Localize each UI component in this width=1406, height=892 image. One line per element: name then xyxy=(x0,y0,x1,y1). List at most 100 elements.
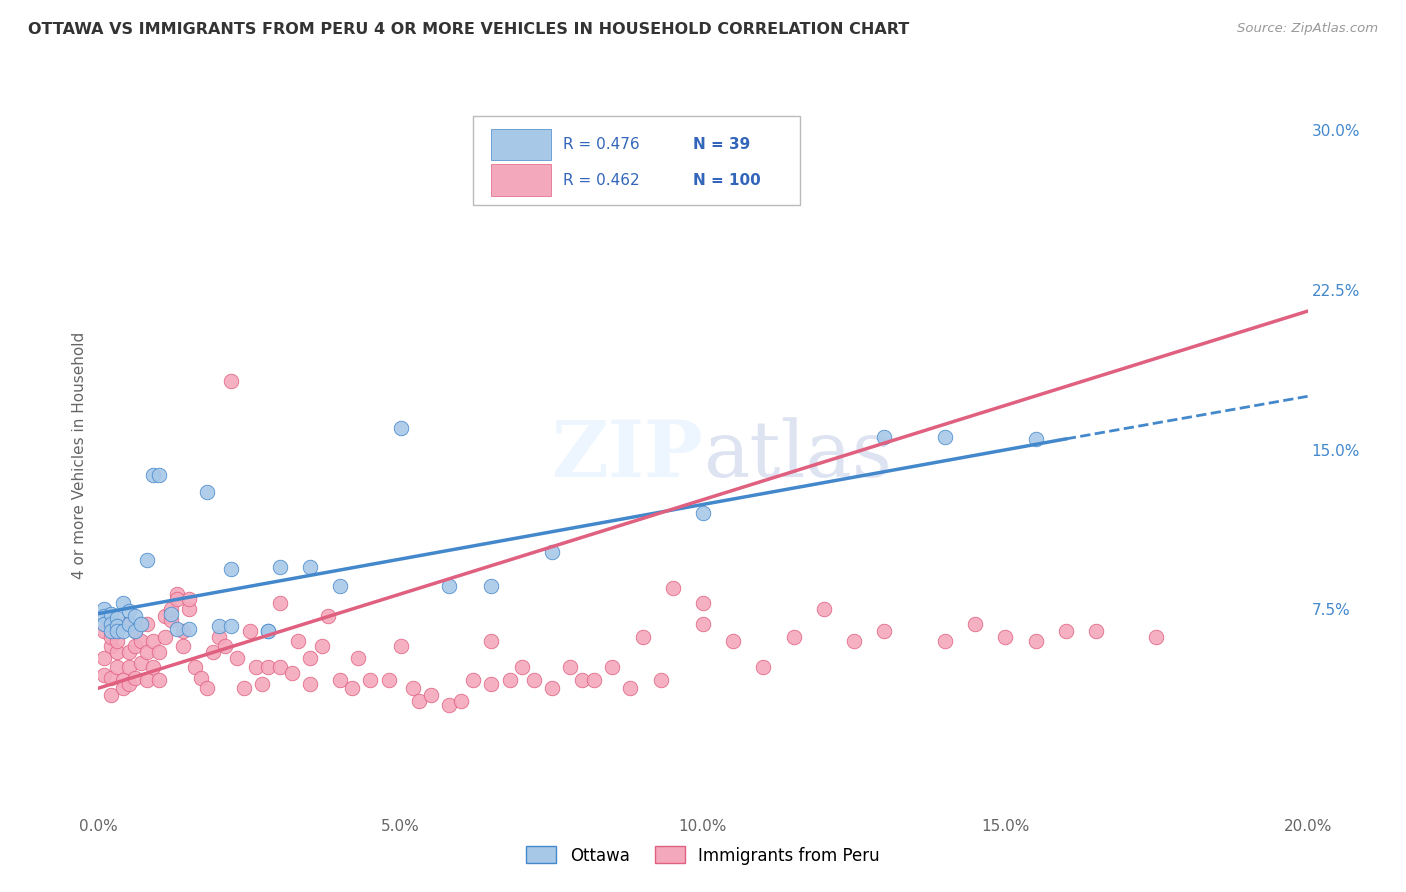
Point xyxy=(723,634,745,648)
Point xyxy=(299,559,322,574)
Point xyxy=(190,671,212,685)
Point xyxy=(269,660,291,674)
Point xyxy=(160,607,183,621)
Point xyxy=(437,698,460,713)
Point xyxy=(1054,624,1077,638)
Point xyxy=(558,660,581,674)
Point xyxy=(148,468,170,483)
Point xyxy=(124,608,146,623)
Point xyxy=(105,611,128,625)
Point xyxy=(172,624,194,638)
Point xyxy=(202,645,225,659)
Point xyxy=(105,660,128,674)
Point xyxy=(221,375,243,389)
Point xyxy=(153,630,176,644)
Point xyxy=(100,639,122,653)
Point xyxy=(965,617,987,632)
Point xyxy=(662,581,685,595)
Point xyxy=(752,660,775,674)
Point xyxy=(135,617,157,632)
Point xyxy=(166,591,188,606)
Point xyxy=(118,645,141,659)
Point xyxy=(105,634,128,648)
Point xyxy=(118,677,141,691)
Point xyxy=(105,645,128,659)
Point xyxy=(100,630,122,644)
Point xyxy=(692,617,714,632)
Point xyxy=(111,673,134,687)
Point xyxy=(934,430,956,444)
Point xyxy=(934,634,956,648)
FancyBboxPatch shape xyxy=(492,164,551,196)
Point xyxy=(481,677,503,691)
Point xyxy=(481,634,503,648)
Point xyxy=(160,613,183,627)
Point xyxy=(377,673,399,687)
Point xyxy=(510,660,533,674)
Point xyxy=(994,630,1017,644)
FancyBboxPatch shape xyxy=(492,128,551,161)
Point xyxy=(311,639,333,653)
Point xyxy=(195,681,218,695)
Point xyxy=(813,602,835,616)
Point xyxy=(250,677,273,691)
Point xyxy=(650,673,672,687)
Point xyxy=(221,562,243,576)
Point xyxy=(148,673,170,687)
Point xyxy=(498,673,520,687)
Point xyxy=(129,617,152,632)
Point xyxy=(287,634,309,648)
Point xyxy=(105,624,128,638)
Point xyxy=(93,624,115,638)
Text: Source: ZipAtlas.com: Source: ZipAtlas.com xyxy=(1237,22,1378,36)
Point xyxy=(873,430,896,444)
Point xyxy=(389,421,412,435)
Point xyxy=(602,660,624,674)
Point xyxy=(124,639,146,653)
Point xyxy=(692,596,714,610)
Point xyxy=(135,553,157,567)
Point xyxy=(692,507,714,521)
Point xyxy=(402,681,425,695)
Point xyxy=(281,666,304,681)
Point xyxy=(329,579,352,593)
Point xyxy=(142,468,165,483)
Point xyxy=(481,579,503,593)
Point xyxy=(124,671,146,685)
Point xyxy=(208,619,231,633)
Text: R = 0.462: R = 0.462 xyxy=(562,173,640,187)
FancyBboxPatch shape xyxy=(474,116,800,205)
Point xyxy=(329,673,352,687)
Point xyxy=(111,681,134,695)
Point xyxy=(631,630,654,644)
Point xyxy=(135,673,157,687)
Point xyxy=(129,634,152,648)
Point xyxy=(583,673,606,687)
Point xyxy=(214,639,236,653)
Point xyxy=(93,602,115,616)
Point xyxy=(873,624,896,638)
Text: N = 100: N = 100 xyxy=(693,173,761,187)
Point xyxy=(619,681,641,695)
Point xyxy=(118,660,141,674)
Point xyxy=(195,485,218,500)
Point xyxy=(389,639,412,653)
Point xyxy=(256,660,278,674)
Point xyxy=(420,688,443,702)
Point xyxy=(1024,634,1046,648)
Point xyxy=(142,660,165,674)
Point xyxy=(135,645,157,659)
Point xyxy=(316,608,339,623)
Text: R = 0.476: R = 0.476 xyxy=(562,137,640,152)
Point xyxy=(179,622,201,636)
Point xyxy=(179,602,201,616)
Text: ZIP: ZIP xyxy=(551,417,703,493)
Point xyxy=(226,651,249,665)
Point xyxy=(160,602,183,616)
Point xyxy=(100,671,122,685)
Point xyxy=(360,673,382,687)
Point xyxy=(124,624,146,638)
Point xyxy=(540,545,562,559)
Point xyxy=(540,681,562,695)
Point xyxy=(232,681,254,695)
